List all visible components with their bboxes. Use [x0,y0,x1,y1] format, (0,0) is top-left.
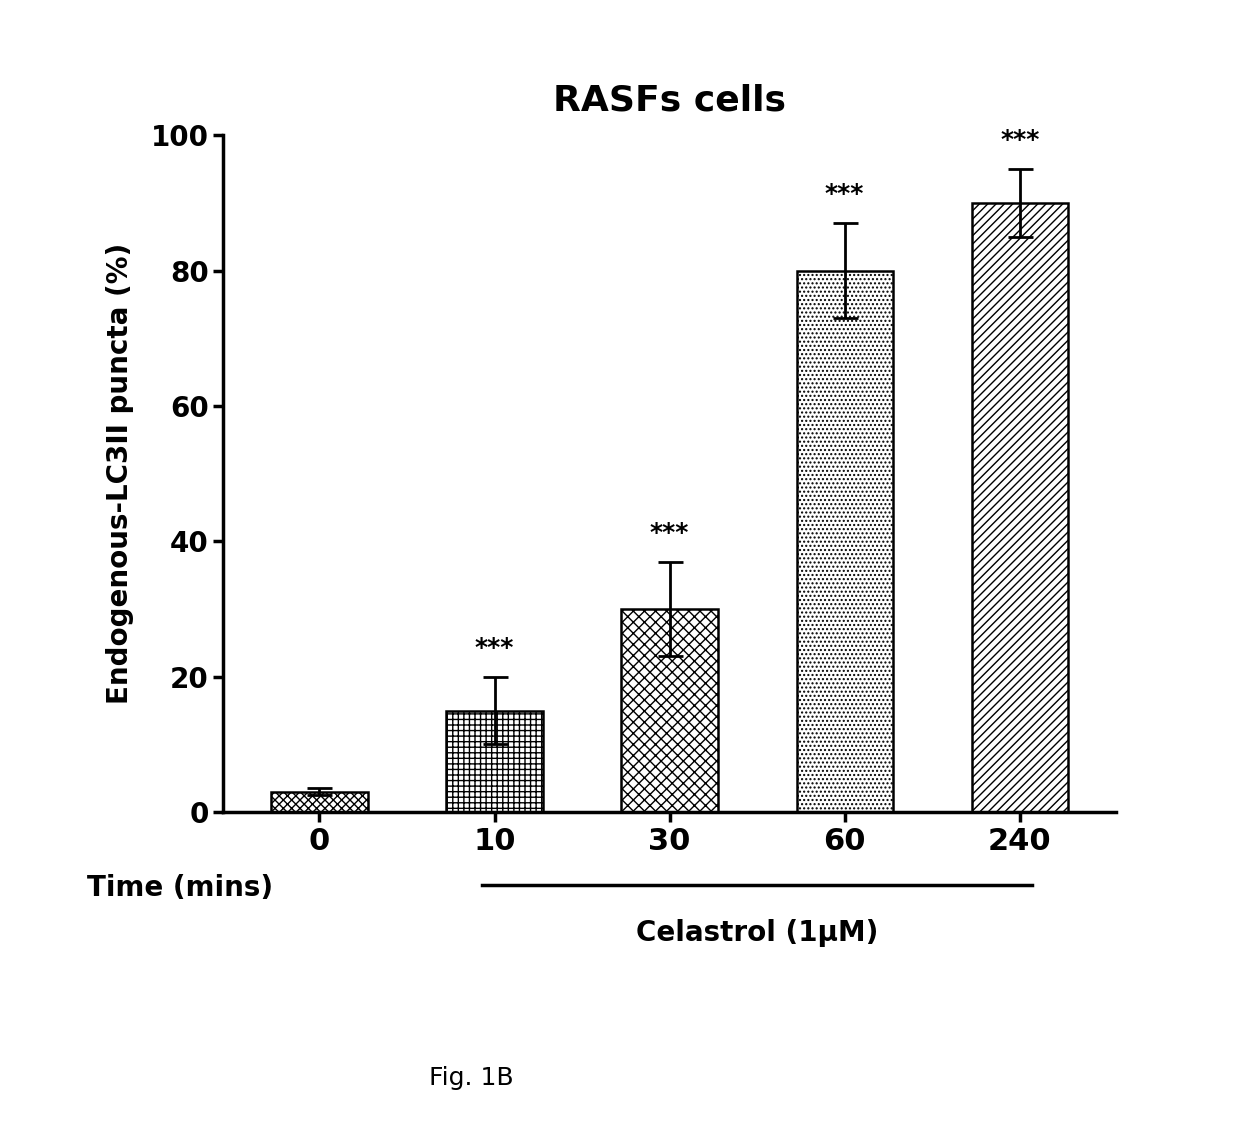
Bar [621,609,718,812]
Text: ***: *** [650,521,689,545]
Bar [796,271,893,812]
Text: Celastrol (1μM): Celastrol (1μM) [636,919,878,948]
Y-axis label: Endogenous-LC3II puncta (%): Endogenous-LC3II puncta (%) [105,244,134,704]
Text: ***: *** [825,183,864,206]
Text: Time (mins): Time (mins) [87,874,273,902]
Bar [272,792,367,812]
Text: ***: *** [475,636,515,660]
Text: Fig. 1B: Fig. 1B [429,1066,513,1090]
Bar [446,711,543,812]
Text: ***: *** [999,129,1039,152]
Bar [972,203,1068,812]
Title: RASFs cells: RASFs cells [553,83,786,117]
